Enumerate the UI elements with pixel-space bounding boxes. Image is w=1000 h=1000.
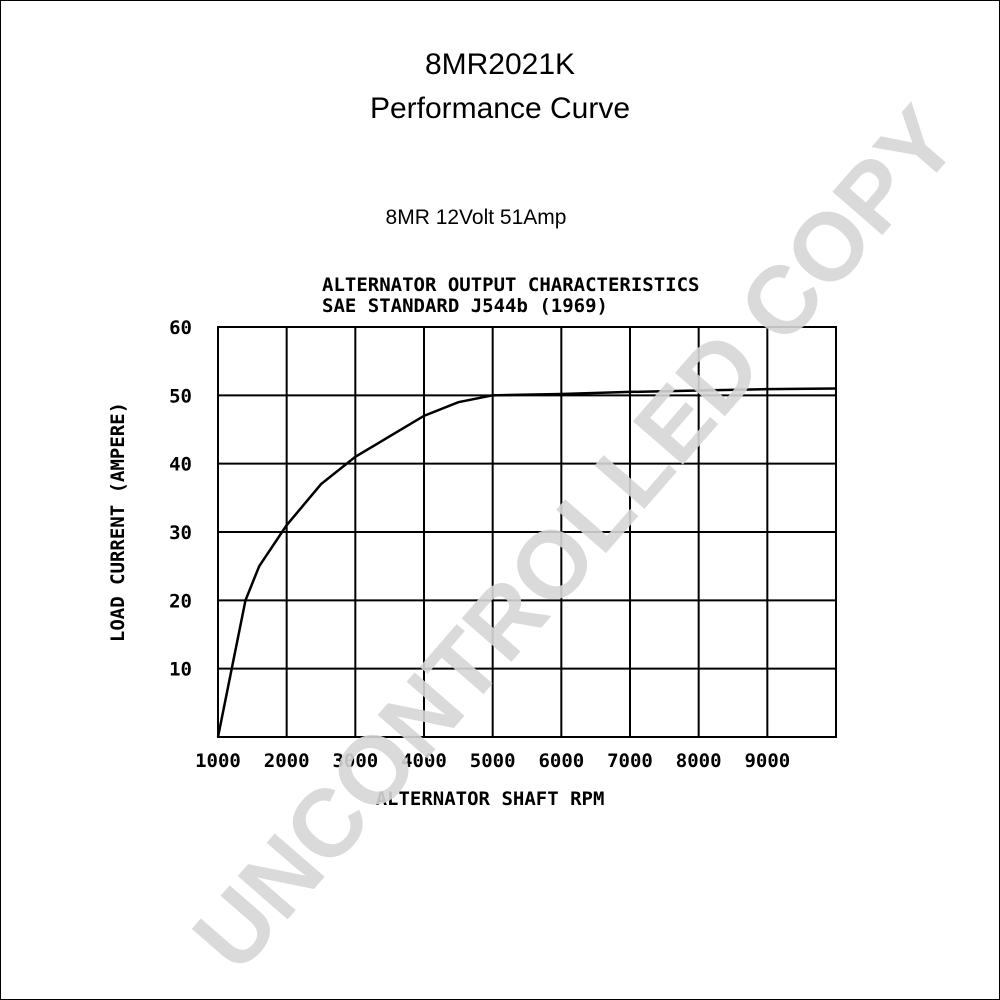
x-tick-label: 6000 <box>538 750 584 772</box>
x-tick-label: 9000 <box>744 750 790 772</box>
y-tick-label: 40 <box>169 454 192 476</box>
y-tick-label: 10 <box>169 659 192 681</box>
x-tick-label: 3000 <box>332 750 378 772</box>
y-axis-label: LOAD CURRENT (AMPERE) <box>107 402 129 642</box>
x-tick-label: 5000 <box>470 750 516 772</box>
x-tick-label: 4000 <box>401 750 447 772</box>
x-axis-label: ALTERNATOR SHAFT RPM <box>376 788 605 810</box>
chart-subtitle: SAE STANDARD J544b (1969) <box>322 295 608 317</box>
x-tick-label: 2000 <box>264 750 310 772</box>
y-tick-label: 60 <box>169 317 192 339</box>
x-tick-label: 7000 <box>607 750 653 772</box>
curve <box>216 387 837 738</box>
y-tick-label: 50 <box>169 385 192 407</box>
chart-title: ALTERNATOR OUTPUT CHARACTERISTICS <box>322 274 700 296</box>
x-tick-label: 8000 <box>676 750 722 772</box>
x-tick-label: 1000 <box>195 750 241 772</box>
model-note: 8MR 12Volt 51Amp <box>386 206 567 229</box>
y-tick-label: 30 <box>169 522 192 544</box>
page-title: 8MR2021K <box>425 48 575 81</box>
page-subtitle: Performance Curve <box>370 92 630 125</box>
y-tick-label: 20 <box>169 590 192 612</box>
